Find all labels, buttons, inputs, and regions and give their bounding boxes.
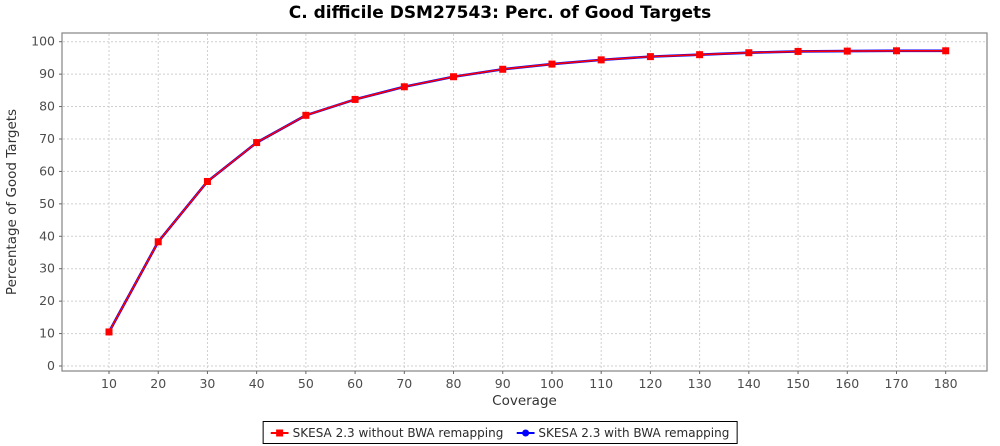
data-point-square (892, 47, 900, 55)
legend-item-with-bwa: SKESA 2.3 with BWA remapping (516, 426, 729, 440)
x-tick-label: 90 (495, 376, 511, 391)
data-point-square (351, 95, 359, 103)
data-point-square (548, 60, 556, 68)
data-point-square (105, 328, 113, 336)
x-tick-label: 140 (737, 376, 761, 391)
legend-label: SKESA 2.3 with BWA remapping (538, 425, 730, 440)
data-point-square (597, 56, 605, 64)
y-axis-label: Percentage of Good Targets (4, 109, 20, 295)
x-tick-label: 80 (446, 376, 462, 391)
chart-title: C. difficile DSM27543: Perc. of Good Tar… (288, 3, 712, 23)
data-point-square (154, 238, 162, 246)
plot-border (61, 32, 988, 372)
series-line (107, 49, 946, 333)
data-point-square (942, 47, 950, 55)
gridlines (63, 34, 986, 370)
legend-item-without-bwa: SKESA 2.3 without BWA remapping (270, 425, 504, 440)
x-tick-label: 60 (347, 376, 363, 391)
y-tick-label: 70 (39, 131, 55, 146)
y-tick-label: 0 (47, 358, 55, 373)
data-point-square (843, 47, 851, 55)
y-tick-label: 90 (39, 66, 55, 81)
series-with-bwa (106, 47, 949, 335)
legend: SKESA 2.3 without BWA remapping SKESA 2.… (262, 421, 738, 444)
x-tick-label: 10 (101, 376, 117, 391)
x-tick-label: 180 (934, 376, 958, 391)
x-tick-label: 170 (885, 376, 909, 391)
data-point-square (450, 73, 458, 81)
x-tick-label: 150 (786, 376, 810, 391)
data-point-square (253, 139, 261, 147)
data-point-square (203, 177, 211, 185)
data-point-square (400, 83, 408, 91)
x-tick-label: 120 (638, 376, 662, 391)
data-point-square (794, 47, 802, 55)
y-tick-label: 50 (39, 196, 55, 211)
x-tick-label: 70 (396, 376, 412, 391)
series-line (108, 49, 946, 333)
data-point-square (646, 53, 654, 61)
y-tick-label: 20 (39, 293, 55, 308)
y-tick-label: 100 (31, 34, 55, 49)
legend-marker-red-square-icon (270, 428, 289, 438)
x-axis-label: Coverage (492, 393, 557, 409)
x-tick-label: 20 (150, 376, 166, 391)
series-without-bwa (105, 47, 950, 336)
legend-label: SKESA 2.3 without BWA remapping (292, 425, 504, 440)
data-point-square (499, 65, 507, 73)
data-point-square (302, 111, 310, 119)
data-point-square (745, 49, 753, 57)
x-tick-label: 130 (688, 376, 712, 391)
data-point-square (696, 51, 704, 59)
x-tick-label: 100 (540, 376, 564, 391)
axes: 10 20 30 40 50 60 70 80 90 100 110 120 130 140 150 160 1… (31, 34, 958, 391)
legend-marker-blue-circle-icon (516, 428, 535, 438)
y-tick-label: 60 (39, 163, 55, 178)
y-tick-label: 10 (39, 326, 55, 341)
x-tick-label: 40 (249, 376, 265, 391)
y-tick-label: 80 (39, 99, 55, 114)
x-tick-label: 160 (835, 376, 859, 391)
y-tick-label: 40 (39, 228, 55, 243)
x-tick-label: 110 (589, 376, 613, 391)
x-tick-label: 50 (298, 376, 314, 391)
y-tick-label: 30 (39, 261, 55, 276)
x-tick-label: 30 (199, 376, 215, 391)
